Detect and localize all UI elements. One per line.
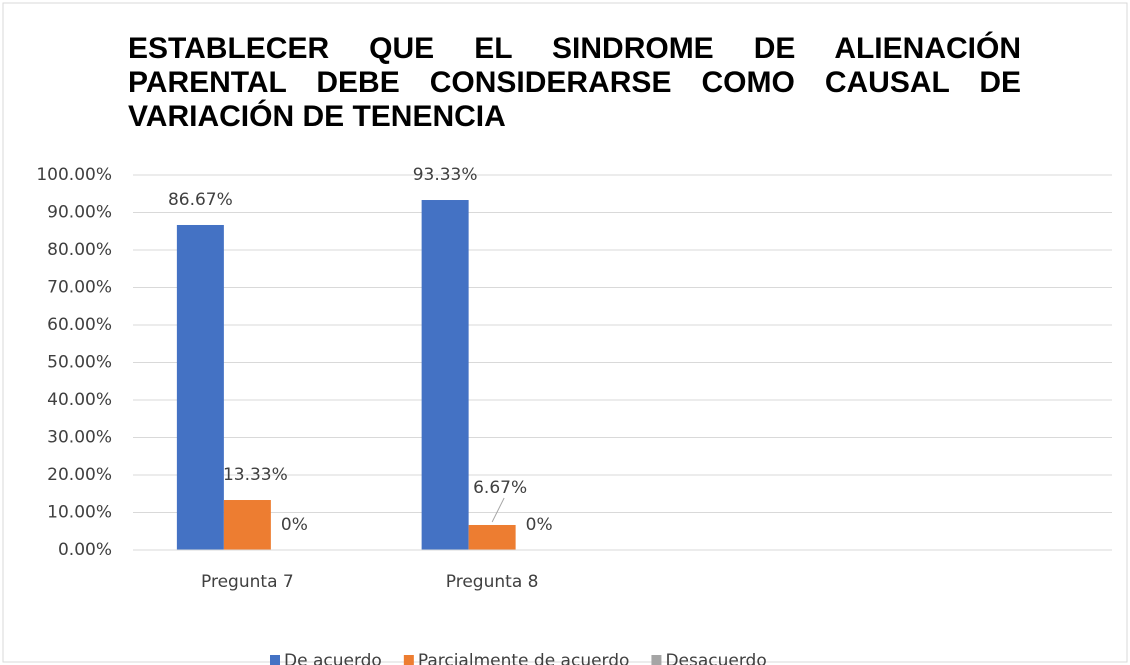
data-label: 93.33%	[413, 165, 478, 185]
y-tick-label: 100.00%	[36, 165, 112, 185]
leader-line	[491, 497, 505, 523]
data-label: 86.67%	[168, 190, 233, 210]
y-tick-label: 80.00%	[47, 240, 112, 260]
x-tick-label: Pregunta 7	[201, 572, 294, 592]
data-label: 6.67%	[473, 478, 527, 498]
legend-swatch	[270, 655, 280, 665]
legend-label: Desacuerdo	[665, 651, 766, 665]
x-tick-label: Pregunta 8	[446, 572, 539, 592]
y-tick-label: 0.00%	[58, 540, 112, 560]
bar	[468, 524, 516, 550]
y-tick-label: 50.00%	[47, 353, 112, 373]
y-tick-label: 60.00%	[47, 315, 112, 335]
data-label: 0%	[526, 515, 553, 535]
y-tick-label: 20.00%	[47, 465, 112, 485]
data-label: 0%	[281, 515, 308, 535]
y-tick-label: 40.00%	[47, 390, 112, 410]
chart-title: ESTABLECER QUE EL SINDROME DE ALIENACIÓN…	[128, 32, 1021, 133]
y-tick-label: 30.00%	[47, 428, 112, 448]
y-tick-label: 10.00%	[47, 503, 112, 523]
legend-swatch	[403, 655, 414, 665]
bar	[421, 200, 469, 550]
y-tick-label: 70.00%	[47, 278, 112, 298]
legend-swatch	[651, 655, 662, 665]
legend-label: De acuerdo	[284, 651, 382, 665]
legend-label: Parcialmente de acuerdo	[418, 651, 630, 665]
bar	[176, 224, 224, 551]
y-tick-label: 90.00%	[47, 203, 112, 223]
data-label: 13.33%	[223, 465, 288, 485]
bar	[223, 500, 271, 550]
